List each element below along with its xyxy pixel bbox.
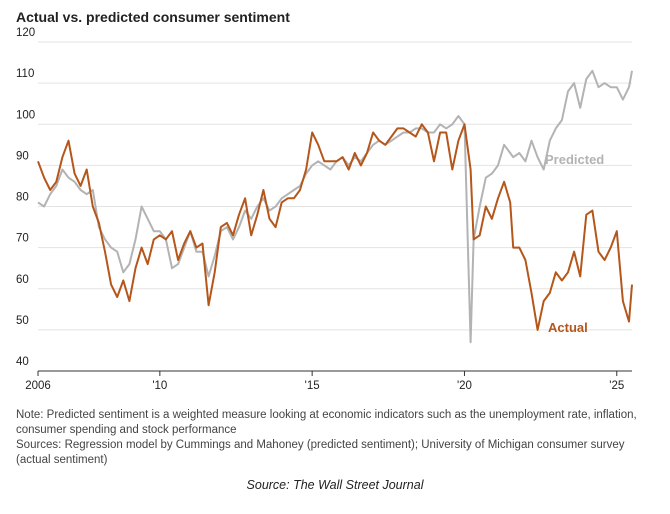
caption: Source: The Wall Street Journal (246, 478, 424, 492)
y-tick-label: 80 (16, 192, 29, 204)
series-label: Predicted (545, 152, 604, 167)
series-line (37, 123, 633, 331)
chart: Actual vs. predicted consumer sentiment … (16, 9, 633, 392)
y-tick-label: 40 (16, 356, 29, 368)
y-tick-label: 60 (16, 274, 29, 286)
y-tick-label: 90 (16, 150, 29, 162)
x-tick-label: '10 (152, 380, 167, 392)
y-tick-label: 110 (16, 68, 34, 80)
x-tick-label: '15 (305, 380, 320, 392)
x-tick-label: '25 (609, 380, 624, 392)
sources: Sources: Regression model by Cummings an… (16, 439, 625, 466)
y-tick-label: 70 (16, 233, 29, 245)
x-tick-label: '20 (457, 380, 472, 392)
notes: Note: Predicted sentiment is a weighted … (16, 408, 656, 468)
x-tick-label: 2006 (25, 380, 51, 392)
y-tick-label: 100 (16, 109, 35, 121)
note: Note: Predicted sentiment is a weighted … (16, 409, 637, 436)
chart-title: Actual vs. predicted consumer sentiment (16, 9, 290, 25)
y-tick-label: 120 (16, 27, 35, 39)
series-label: Actual (548, 320, 588, 335)
y-tick-label: 50 (16, 315, 29, 327)
